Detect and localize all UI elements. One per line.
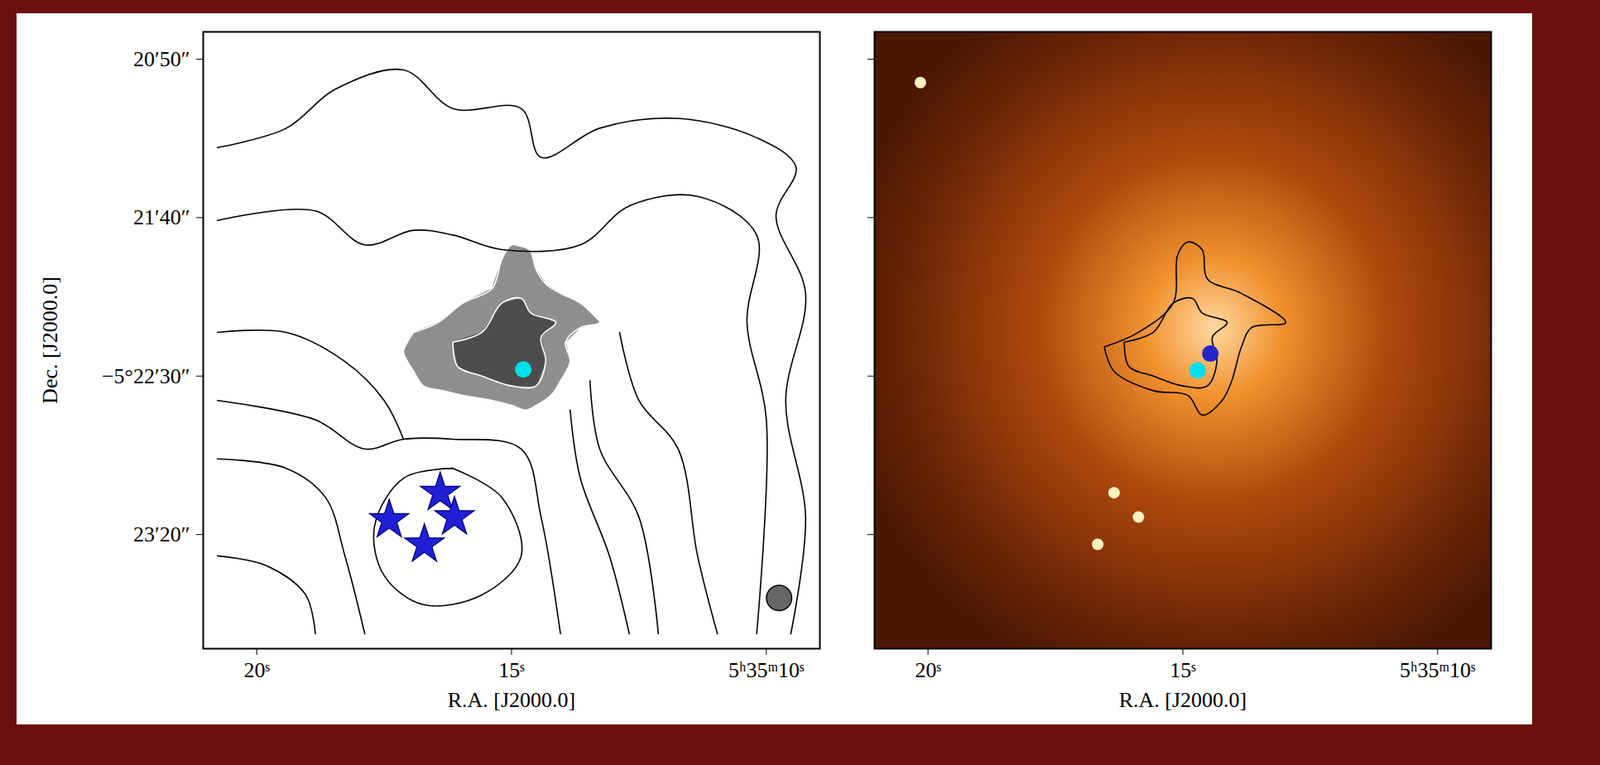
svg-text:20′50″: 20′50″ (133, 47, 191, 72)
svg-text:20ˢ: 20ˢ (914, 658, 942, 683)
svg-text:R.A. [J2000.0]: R.A. [J2000.0] (447, 687, 577, 712)
svg-text:20ˢ: 20ˢ (243, 658, 270, 683)
svg-text:−5°22′30″: −5°22′30″ (101, 364, 191, 389)
svg-text:R.A. [J2000.0]: R.A. [J2000.0] (1119, 687, 1248, 712)
svg-text:23′20″: 23′20″ (133, 522, 191, 547)
svg-text:5ʰ35ᵐ10ˢ: 5ʰ35ᵐ10ˢ (728, 658, 805, 683)
svg-text:Dec. [J2000.0]: Dec. [J2000.0] (38, 276, 63, 404)
svg-text:21′40″: 21′40″ (133, 205, 191, 230)
svg-text:15ˢ: 15ˢ (498, 658, 525, 683)
svg-text:15ˢ: 15ˢ (1169, 658, 1197, 683)
svg-text:5ʰ35ᵐ10ˢ: 5ʰ35ᵐ10ˢ (1399, 658, 1476, 683)
